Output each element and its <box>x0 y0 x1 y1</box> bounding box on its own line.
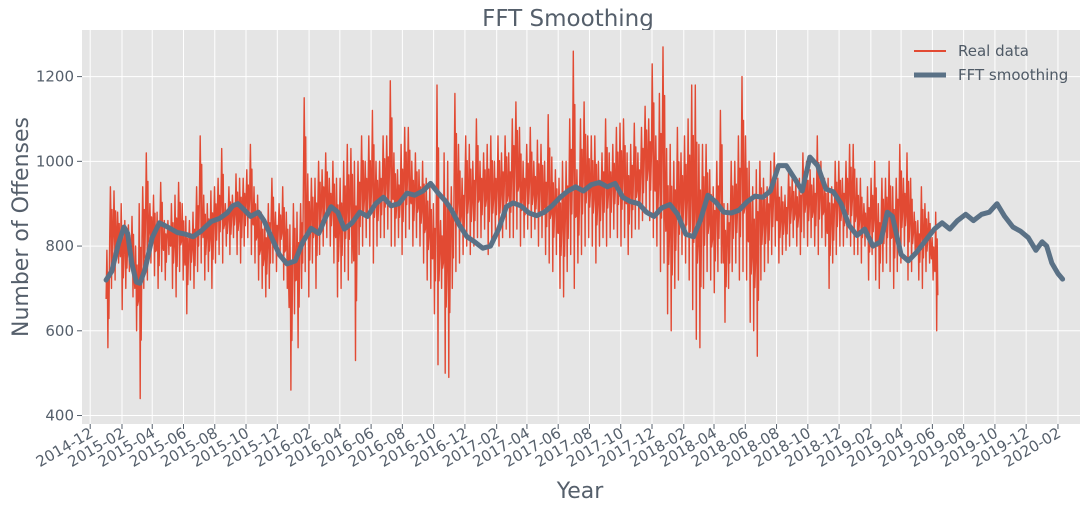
fft-smoothing-series <box>103 154 1066 286</box>
legend: Real data FFT smoothing <box>914 42 1068 84</box>
y-axis-ticks: 400 600 800 1000 1200 <box>36 68 82 425</box>
y-axis-title: Number of Offenses <box>9 117 34 337</box>
legend-label-real-data: Real data <box>958 42 1029 60</box>
fft-smoothing-line <box>103 154 1066 286</box>
chart-title: FFT Smoothing <box>482 6 654 32</box>
y-tick-label: 400 <box>45 407 74 425</box>
y-tick-label: 600 <box>45 322 74 340</box>
y-tick-label: 800 <box>45 237 74 255</box>
y-tick-label: 1000 <box>36 152 74 170</box>
x-axis-ticks: 2014-122015-022015-042015-062015-082015-… <box>33 424 1064 471</box>
x-axis-title: Year <box>556 479 605 504</box>
legend-label-fft-smoothing: FFT smoothing <box>958 66 1068 84</box>
y-tick-label: 1200 <box>36 68 74 86</box>
